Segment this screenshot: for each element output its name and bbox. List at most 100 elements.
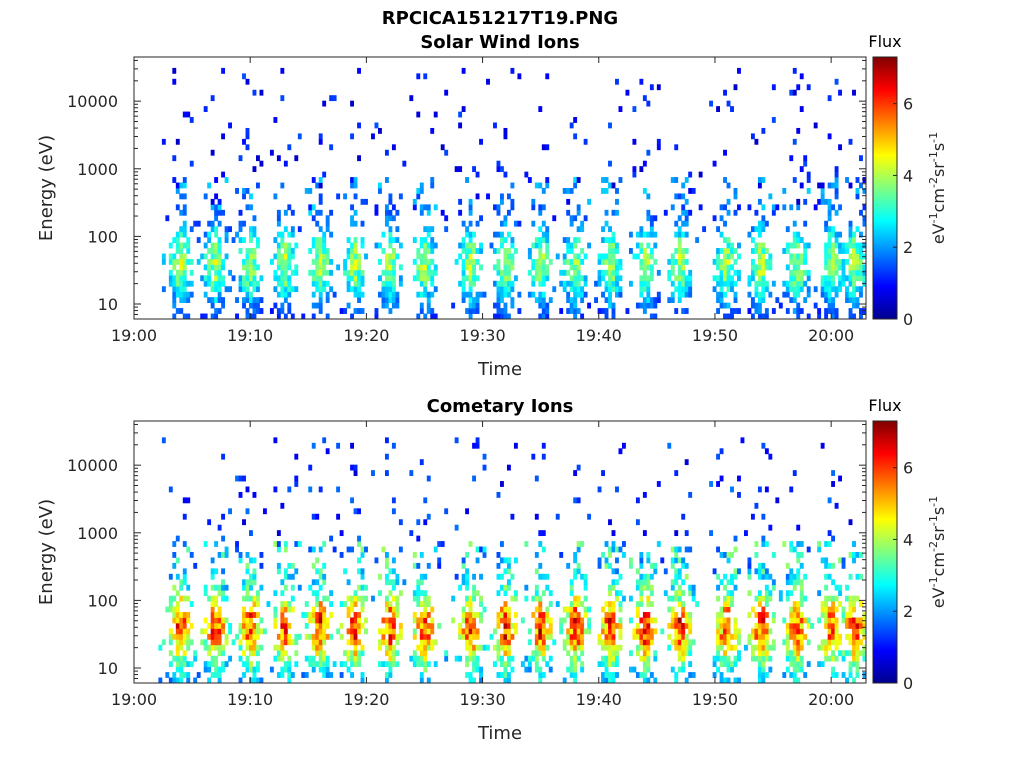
- heatmap-cell: [353, 253, 358, 260]
- heatmap-cell: [203, 231, 208, 238]
- heatmap-cell: [249, 297, 253, 304]
- heatmap-cell: [294, 639, 299, 646]
- heatmap-cell: [350, 617, 354, 624]
- heatmap-cell: [855, 666, 860, 673]
- heatmap-cell: [566, 242, 571, 249]
- heatmap-cell: [308, 269, 313, 276]
- heatmap-cell: [384, 644, 389, 651]
- heatmap-cell: [343, 269, 348, 276]
- heatmap-cell: [834, 269, 839, 276]
- heatmap-cell: [524, 595, 529, 602]
- heatmap-cell: [308, 204, 313, 211]
- heatmap-cell: [747, 231, 752, 238]
- heatmap-cell: [301, 313, 306, 320]
- heatmap-cell: [325, 253, 330, 260]
- heatmap-cell: [848, 639, 853, 646]
- heatmap-cell: [555, 253, 560, 260]
- heatmap-cell: [681, 258, 686, 265]
- heatmap-cell: [573, 275, 578, 282]
- heatmap-cell: [852, 242, 856, 249]
- heatmap-cell: [723, 595, 727, 602]
- heatmap-cell: [238, 280, 243, 287]
- heatmap-cell: [653, 677, 658, 684]
- heatmap-cell: [831, 535, 836, 542]
- heatmap-cell: [465, 275, 470, 282]
- heatmap-cell: [433, 242, 438, 249]
- heatmap-cell: [238, 286, 243, 293]
- x-tick-label: 19:20: [343, 690, 389, 709]
- heatmap-cell: [730, 573, 734, 580]
- heatmap-cell: [719, 264, 724, 271]
- heatmap-cell: [792, 67, 797, 74]
- heatmap-cell: [186, 644, 191, 651]
- heatmap-cell: [615, 644, 619, 651]
- heatmap-cell: [608, 655, 612, 662]
- heatmap-cell: [642, 639, 647, 646]
- heatmap-cell: [768, 573, 773, 580]
- heatmap-cell: [186, 595, 191, 602]
- heatmap-cell: [573, 297, 578, 304]
- heatmap-cell: [468, 297, 473, 304]
- heatmap-cell: [831, 606, 836, 613]
- heatmap-cell: [642, 302, 647, 309]
- heatmap-cell: [214, 308, 219, 314]
- heatmap-cell: [503, 133, 508, 140]
- heatmap-cell: [318, 182, 323, 189]
- heatmap-cell: [297, 541, 302, 547]
- heatmap-cell: [203, 253, 208, 260]
- heatmap-cell: [207, 519, 212, 526]
- heatmap-cell: [172, 177, 177, 183]
- heatmap-cell: [667, 622, 672, 629]
- heatmap-cell: [472, 248, 476, 254]
- heatmap-cell: [841, 612, 846, 618]
- heatmap-cell: [175, 601, 180, 607]
- heatmap-cell: [395, 606, 400, 613]
- heatmap-cell: [817, 546, 822, 553]
- heatmap-cell: [677, 584, 682, 591]
- heatmap-cell: [757, 220, 762, 227]
- heatmap-cell: [646, 639, 651, 646]
- heatmap-cell: [186, 280, 191, 287]
- heatmap-cell: [384, 280, 389, 287]
- heatmap-cell: [733, 546, 738, 553]
- heatmap-cell: [426, 231, 431, 238]
- heatmap-cell: [674, 177, 679, 183]
- heatmap-cell: [615, 275, 619, 282]
- heatmap-cell: [618, 622, 623, 629]
- heatmap-cell: [792, 89, 797, 96]
- heatmap-cell: [573, 666, 578, 673]
- heatmap-cell: [719, 661, 724, 668]
- heatmap-cell: [569, 644, 574, 651]
- heatmap-cell: [245, 612, 250, 618]
- heatmap-cell: [573, 573, 578, 580]
- heatmap-cell: [252, 579, 257, 586]
- heatmap-cell: [419, 237, 424, 243]
- heatmap-cell: [304, 633, 309, 640]
- heatmap-cell: [308, 486, 313, 493]
- heatmap-cell: [688, 188, 693, 194]
- heatmap-cell: [716, 666, 720, 673]
- heatmap-cell: [799, 644, 804, 651]
- heatmap-cell: [848, 297, 853, 304]
- heatmap-cell: [838, 264, 842, 271]
- heatmap-cell: [670, 280, 675, 287]
- heatmap-cell: [479, 595, 483, 602]
- heatmap-cell: [545, 606, 550, 613]
- heatmap-cell: [510, 633, 515, 640]
- heatmap-cell: [737, 568, 741, 575]
- heatmap-cell: [238, 677, 243, 684]
- heatmap-cell: [175, 661, 180, 668]
- heatmap-cell: [562, 188, 567, 194]
- heatmap-cell: [618, 633, 623, 640]
- heatmap-cell: [357, 291, 361, 298]
- heatmap-cell: [635, 601, 640, 607]
- heatmap-cell: [562, 606, 567, 613]
- x-axis-label: Time: [477, 723, 522, 744]
- heatmap-cell: [806, 639, 811, 646]
- heatmap-cell: [315, 280, 320, 287]
- heatmap-cell: [754, 595, 759, 602]
- heatmap-cell: [747, 633, 752, 640]
- heatmap-cell: [838, 248, 842, 254]
- heatmap-cell: [852, 237, 856, 243]
